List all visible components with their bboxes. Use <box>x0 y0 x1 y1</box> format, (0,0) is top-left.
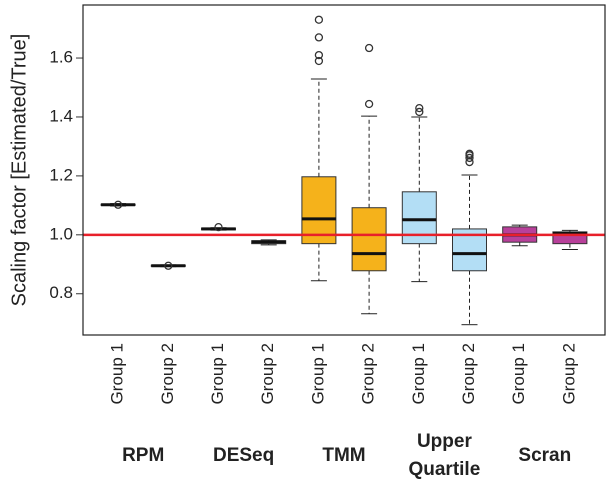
outlier <box>314 56 324 66</box>
outlier <box>364 99 374 109</box>
outlier <box>314 33 324 42</box>
outlier <box>465 153 474 163</box>
x-tick-label: Group 2 <box>459 343 478 404</box>
outlier <box>314 50 324 60</box>
group-label: Scran <box>518 445 572 466</box>
x-tick-label: Group 2 <box>559 343 578 404</box>
y-tick-label: 0.8 <box>49 283 73 302</box>
outlier <box>314 15 324 24</box>
outlier <box>164 261 173 270</box>
outlier <box>364 43 374 53</box>
y-tick-label: 1.6 <box>49 48 73 67</box>
y-axis-label: Scaling factor [Estimated/True] <box>8 34 30 307</box>
outlier <box>113 200 123 209</box>
x-tick-label: Group 1 <box>208 343 227 404</box>
x-tick-label: Group 2 <box>158 343 177 404</box>
outlier <box>214 223 223 232</box>
plot-frame <box>82 4 606 336</box>
outlier <box>465 149 474 158</box>
box <box>351 207 387 272</box>
outlier <box>415 107 424 117</box>
y-tick-label: 1.0 <box>49 224 73 243</box>
group-label: RPM <box>122 445 165 466</box>
x-tick-label: Group 1 <box>308 343 327 404</box>
box <box>301 176 337 245</box>
x-tick-label: Group 2 <box>359 343 378 404</box>
x-tick-label: Group 1 <box>409 343 428 404</box>
group-label: TMM <box>322 445 366 466</box>
group-label: Upper Quartile <box>408 431 481 480</box>
x-tick-label: Group 2 <box>258 343 277 404</box>
y-tick-label: 1.4 <box>49 106 73 125</box>
x-tick-label: Group 1 <box>108 343 127 404</box>
group-label: DESeq <box>212 445 275 466</box>
x-tick-label: Group 1 <box>509 343 528 404</box>
y-tick-label: 1.2 <box>49 165 73 184</box>
outlier <box>415 103 424 113</box>
